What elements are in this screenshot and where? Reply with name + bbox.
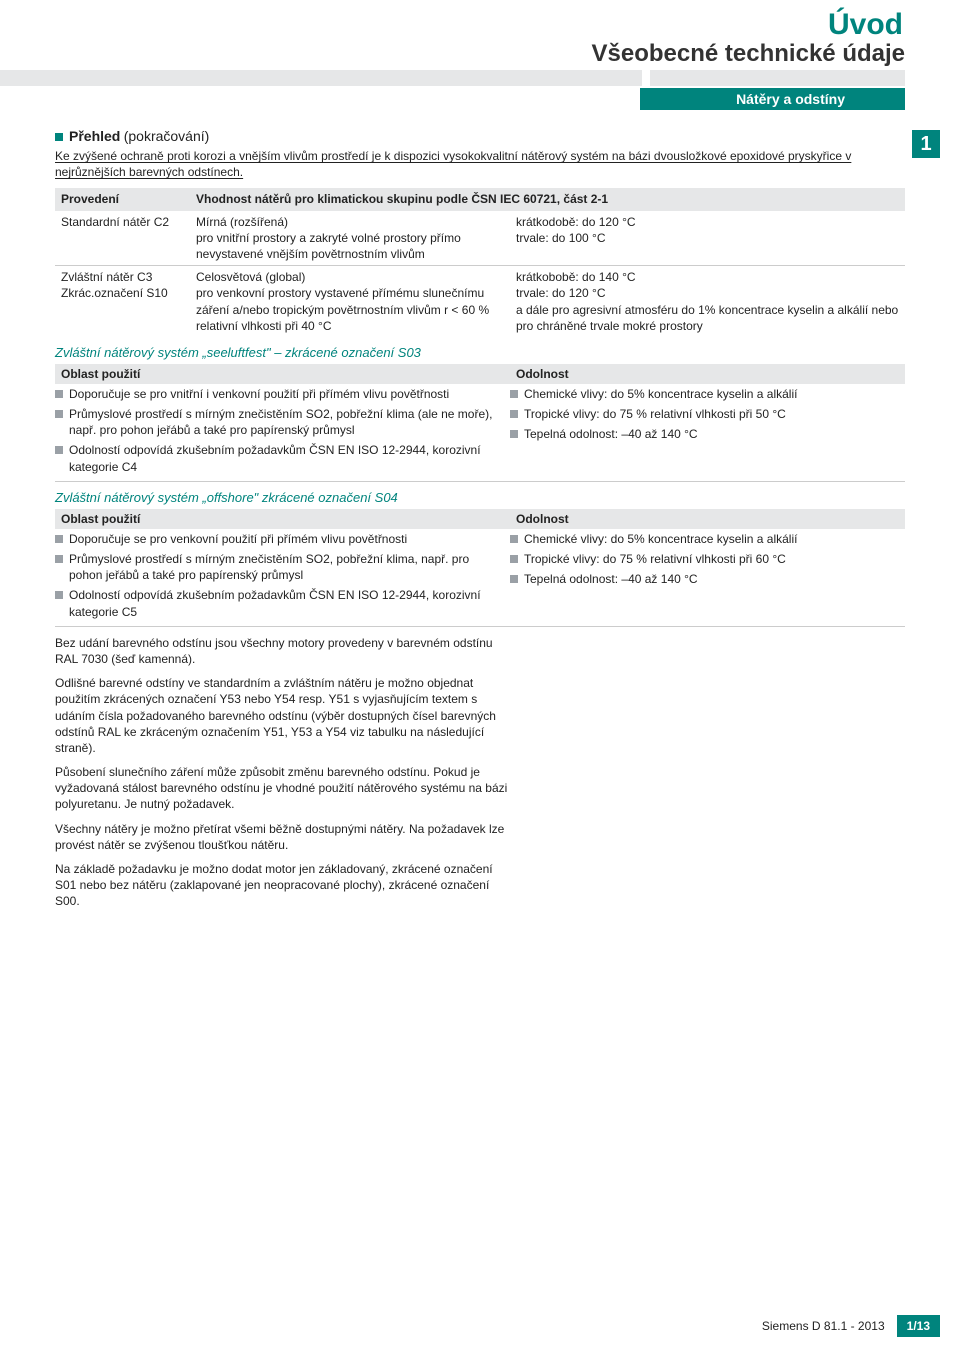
s04-left-header: Oblast použití	[55, 509, 510, 529]
square-bullet-icon	[510, 535, 518, 543]
overview-heading: Přehled (pokračování)	[69, 128, 209, 144]
list-item: Tropické vlivy: do 75 % relativní vlhkos…	[524, 551, 786, 567]
list-item: Tropické vlivy: do 75 % relativní vlhkos…	[524, 406, 786, 422]
square-bullet-icon	[55, 446, 63, 454]
list-item: Odolností odpovídá zkušebním požadavkům …	[69, 442, 500, 474]
s03-title: Zvláštní nátěrový systém „seeluftfest" –…	[55, 345, 905, 360]
list-item: Průmyslové prostředí s mírným znečistění…	[69, 551, 500, 583]
header-band: Nátěry a odstíny	[640, 88, 905, 110]
table-cell: Zvláštní nátěr C3 Zkrác.označení S10	[55, 266, 190, 337]
table-header-b: Vhodnost nátěrů pro klimatickou skupinu …	[190, 188, 905, 210]
square-bullet-icon	[55, 133, 63, 141]
body-paragraph: Bez udání barevného odstínu jsou všechny…	[55, 635, 510, 667]
coating-table: Provedení Vhodnost nátěrů pro klimaticko…	[55, 188, 905, 337]
table-cell: krátkobobě: do 140 °C trvale: do 120 °C …	[510, 266, 905, 337]
body-paragraph: Na základě požadavku je možno dodat moto…	[55, 861, 510, 910]
s04-title: Zvláštní nátěrový systém „offshore" zkrá…	[55, 490, 905, 505]
overview-heading-rest: (pokračování)	[124, 128, 210, 144]
header-stripe	[0, 70, 960, 86]
footer-doc-id: Siemens D 81.1 - 2013	[762, 1319, 885, 1333]
s03-left-list: Doporučuje se pro vnitřní i venkovní pou…	[55, 384, 500, 477]
body-paragraph: Působení slunečního záření může způsobit…	[55, 764, 510, 813]
square-bullet-icon	[55, 591, 63, 599]
square-bullet-icon	[510, 430, 518, 438]
table-header-a: Provedení	[55, 188, 190, 210]
list-item: Tepelná odolnost: –40 až 140 °C	[524, 426, 698, 442]
table-cell: Celosvětová (global) pro venkovní prosto…	[190, 266, 510, 337]
s04-left-list: Doporučuje se pro venkovní použití při p…	[55, 529, 500, 622]
overview-heading-bold: Přehled	[69, 128, 120, 144]
s04-right-header: Odolnost	[510, 509, 905, 529]
s03-right-header: Odolnost	[510, 364, 905, 384]
square-bullet-icon	[510, 410, 518, 418]
doc-section-title: Úvod	[0, 10, 905, 40]
s04-right-list: Chemické vlivy: do 5% koncentrace kyseli…	[510, 529, 905, 590]
square-bullet-icon	[55, 390, 63, 398]
s03-left-header: Oblast použití	[55, 364, 510, 384]
doc-section-subtitle: Všeobecné technické údaje	[0, 42, 905, 66]
square-bullet-icon	[510, 390, 518, 398]
square-bullet-icon	[510, 555, 518, 563]
square-bullet-icon	[55, 410, 63, 418]
table-cell: Standardní nátěr C2	[55, 211, 190, 266]
footer-page-number: 1/13	[897, 1315, 940, 1337]
list-item: Doporučuje se pro venkovní použití při p…	[69, 531, 407, 547]
list-item: Doporučuje se pro vnitřní i venkovní pou…	[69, 386, 449, 402]
s03-right-list: Chemické vlivy: do 5% koncentrace kyseli…	[510, 384, 905, 445]
intro-paragraph: Ke zvýšené ochraně proti korozi a vnější…	[55, 148, 905, 180]
list-item: Tepelná odolnost: –40 až 140 °C	[524, 571, 698, 587]
square-bullet-icon	[510, 575, 518, 583]
divider	[55, 481, 905, 482]
table-cell: Mírná (rozšířená) pro vnitřní prostory a…	[190, 211, 510, 266]
list-item: Odolností odpovídá zkušebním požadavkům …	[69, 587, 500, 619]
table-cell: krátkodobě: do 120 °C trvale: do 100 °C	[510, 211, 905, 266]
square-bullet-icon	[55, 535, 63, 543]
square-bullet-icon	[55, 555, 63, 563]
chapter-number-badge: 1	[912, 130, 940, 158]
list-item: Chemické vlivy: do 5% koncentrace kyseli…	[524, 531, 797, 547]
list-item: Chemické vlivy: do 5% koncentrace kyseli…	[524, 386, 797, 402]
body-paragraph: Odlišné barevné odstíny ve standardním a…	[55, 675, 510, 756]
divider	[55, 626, 905, 627]
list-item: Průmyslové prostředí s mírným znečistění…	[69, 406, 500, 438]
body-paragraph: Všechny nátěry je možno přetírat všemi b…	[55, 821, 510, 853]
